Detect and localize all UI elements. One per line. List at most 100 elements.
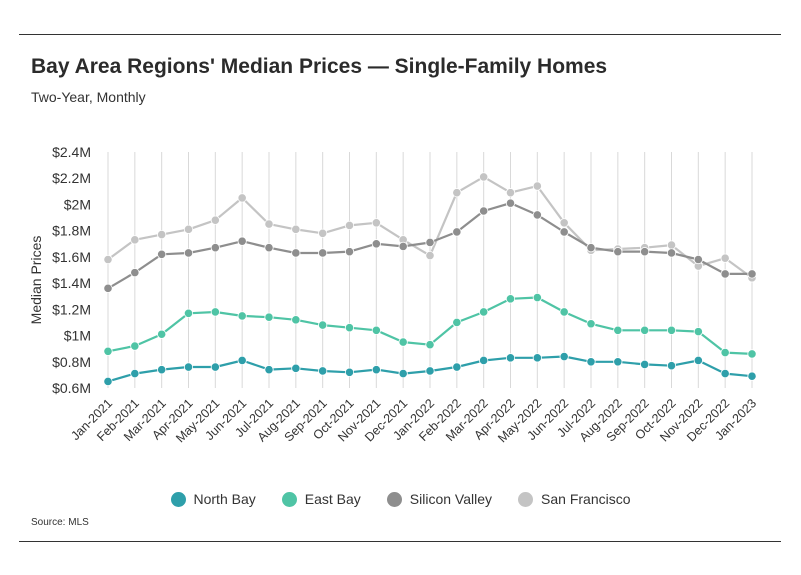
data-point-north-bay bbox=[210, 362, 220, 372]
data-point-silicon-valley bbox=[452, 227, 462, 237]
data-point-silicon-valley bbox=[183, 248, 194, 258]
data-point-north-bay bbox=[720, 368, 730, 379]
data-point-silicon-valley bbox=[559, 227, 569, 237]
legend-label: North Bay bbox=[193, 491, 256, 507]
y-tick-label: $0.6M bbox=[52, 380, 91, 396]
y-tick-label: $1.4M bbox=[52, 275, 91, 291]
data-point-san-francisco bbox=[505, 188, 516, 198]
legend-swatch bbox=[518, 491, 534, 507]
legend-label: Silicon Valley bbox=[409, 491, 493, 507]
data-point-north-bay bbox=[398, 368, 408, 379]
source-note: Source: MLS bbox=[31, 517, 89, 528]
data-point-east-bay bbox=[237, 311, 247, 321]
data-point-san-francisco bbox=[237, 193, 247, 203]
data-point-north-bay bbox=[613, 357, 623, 367]
data-point-san-francisco bbox=[559, 218, 569, 228]
data-point-north-bay bbox=[157, 365, 167, 375]
data-point-silicon-valley bbox=[586, 243, 596, 253]
data-point-east-bay bbox=[613, 325, 623, 335]
legend-label: San Francisco bbox=[541, 491, 631, 507]
data-point-east-bay bbox=[157, 329, 167, 339]
y-tick-label: $2.4M bbox=[52, 144, 91, 160]
data-point-silicon-valley bbox=[720, 269, 730, 279]
data-point-silicon-valley bbox=[640, 247, 650, 257]
data-point-north-bay bbox=[425, 366, 435, 376]
data-point-silicon-valley bbox=[532, 210, 542, 220]
chart-legend: North Bay East Bay Silicon Valley San Franc… bbox=[0, 491, 801, 507]
data-point-north-bay bbox=[479, 355, 489, 366]
data-point-east-bay bbox=[210, 307, 220, 317]
legend-swatch bbox=[170, 491, 186, 507]
data-point-san-francisco bbox=[532, 181, 542, 191]
data-point-east-bay bbox=[130, 341, 140, 351]
data-point-east-bay bbox=[103, 346, 113, 356]
data-point-san-francisco bbox=[318, 228, 328, 238]
data-point-san-francisco bbox=[264, 219, 274, 229]
data-point-silicon-valley bbox=[371, 239, 381, 249]
data-point-north-bay bbox=[318, 366, 328, 376]
data-point-east-bay bbox=[559, 307, 569, 317]
data-point-east-bay bbox=[452, 317, 462, 328]
legend-item: San Francisco bbox=[518, 491, 631, 507]
data-point-north-bay bbox=[693, 355, 703, 366]
top-rule bbox=[19, 34, 781, 35]
data-point-east-bay bbox=[532, 292, 542, 303]
data-point-east-bay bbox=[183, 308, 194, 318]
bottom-rule bbox=[19, 541, 781, 542]
data-point-silicon-valley bbox=[398, 241, 408, 251]
legend-item: East Bay bbox=[281, 491, 361, 507]
data-point-north-bay bbox=[264, 365, 274, 375]
data-point-san-francisco bbox=[720, 253, 730, 263]
data-point-north-bay bbox=[237, 355, 247, 366]
data-point-north-bay bbox=[452, 362, 462, 372]
data-point-silicon-valley bbox=[103, 283, 113, 293]
data-point-east-bay bbox=[291, 315, 301, 325]
data-point-east-bay bbox=[640, 325, 650, 335]
y-tick-label: $0.8M bbox=[52, 354, 91, 370]
data-point-silicon-valley bbox=[479, 206, 489, 216]
data-point-north-bay bbox=[130, 368, 140, 379]
legend-swatch bbox=[386, 491, 402, 507]
data-point-silicon-valley bbox=[693, 254, 703, 265]
data-point-north-bay bbox=[505, 353, 516, 363]
data-point-san-francisco bbox=[666, 240, 677, 250]
data-point-north-bay bbox=[183, 362, 194, 372]
legend-label: East Bay bbox=[304, 491, 361, 507]
y-axis-label: Median Prices bbox=[28, 236, 44, 325]
y-tick-label: $1.8M bbox=[52, 223, 91, 239]
y-tick-label: $1.6M bbox=[52, 249, 91, 265]
data-point-north-bay bbox=[291, 363, 301, 373]
data-point-north-bay bbox=[666, 361, 677, 371]
legend-item: Silicon Valley bbox=[386, 491, 493, 507]
data-point-san-francisco bbox=[183, 224, 194, 234]
data-point-east-bay bbox=[586, 319, 596, 329]
data-point-san-francisco bbox=[425, 250, 435, 261]
legend-item: North Bay bbox=[170, 491, 256, 507]
data-point-east-bay bbox=[344, 323, 355, 333]
data-point-east-bay bbox=[747, 349, 757, 359]
data-point-north-bay bbox=[532, 353, 542, 363]
data-point-silicon-valley bbox=[291, 248, 301, 258]
y-tick-label: $2.2M bbox=[52, 170, 91, 186]
data-point-silicon-valley bbox=[505, 198, 516, 208]
data-point-north-bay bbox=[586, 357, 596, 367]
data-point-san-francisco bbox=[371, 218, 381, 228]
data-point-silicon-valley bbox=[157, 249, 167, 259]
data-point-san-francisco bbox=[130, 235, 140, 245]
data-point-san-francisco bbox=[103, 254, 113, 265]
data-point-north-bay bbox=[640, 359, 650, 369]
y-tick-label: $1M bbox=[64, 328, 91, 344]
data-point-east-bay bbox=[505, 294, 516, 304]
data-point-san-francisco bbox=[210, 215, 220, 225]
data-point-east-bay bbox=[318, 320, 328, 330]
legend-swatch bbox=[281, 491, 297, 507]
chart-title: Bay Area Regions' Median Prices — Single… bbox=[31, 55, 608, 78]
data-point-north-bay bbox=[371, 365, 381, 375]
data-point-silicon-valley bbox=[264, 243, 274, 253]
y-tick-label: $2M bbox=[64, 196, 91, 212]
data-point-san-francisco bbox=[344, 220, 355, 231]
data-point-san-francisco bbox=[479, 172, 489, 182]
data-point-silicon-valley bbox=[318, 248, 328, 258]
data-point-north-bay bbox=[559, 351, 569, 362]
